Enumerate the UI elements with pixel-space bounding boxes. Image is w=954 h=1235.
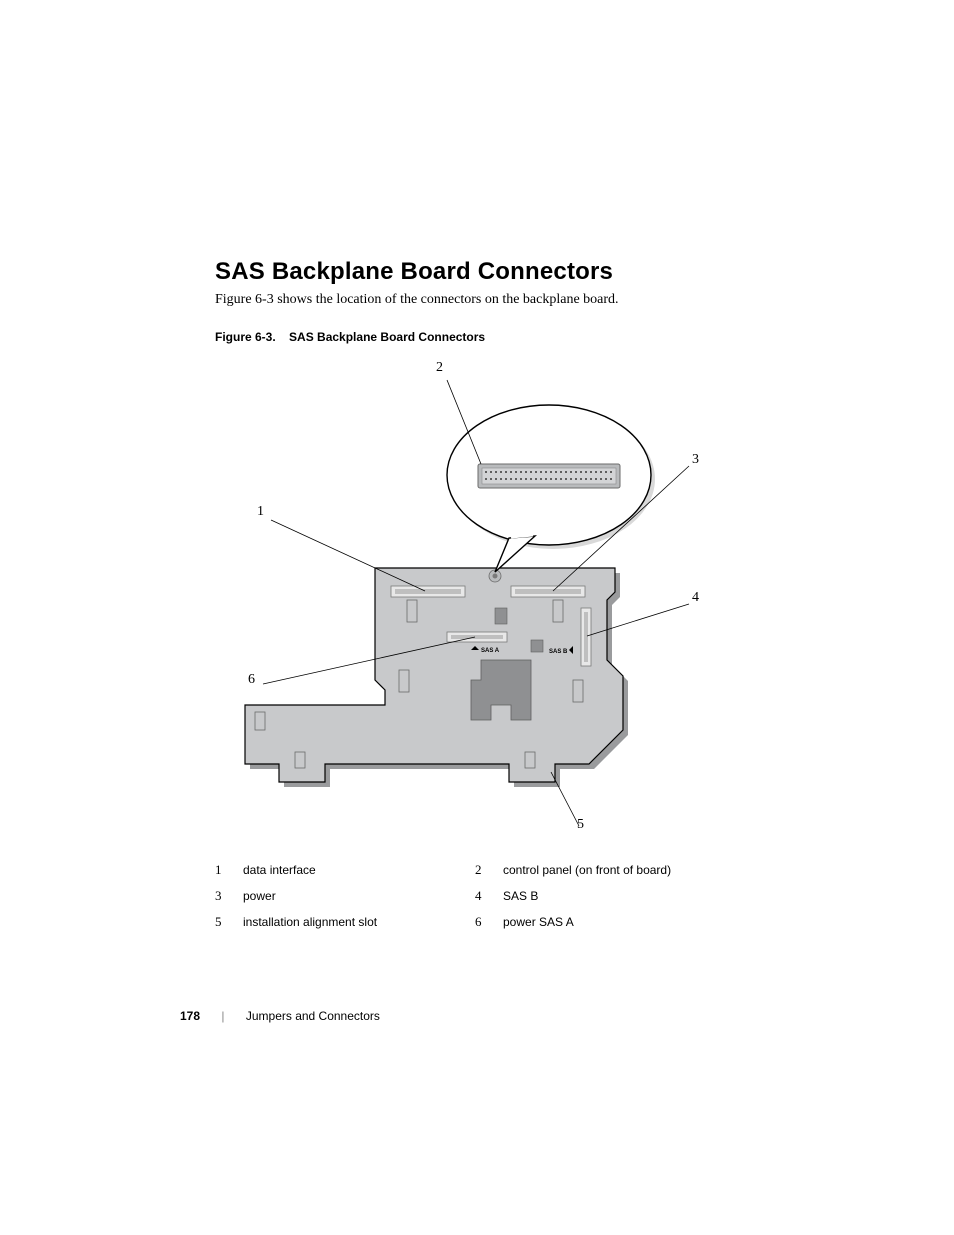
page-footer: 178 | Jumpers and Connectors [180, 1009, 380, 1023]
legend-num-1: 1 [215, 862, 243, 878]
figure-caption-text: SAS Backplane Board Connectors [289, 330, 485, 344]
legend-row: 5 installation alignment slot 6 power SA… [215, 914, 775, 930]
legend-label-4: SAS B [503, 889, 538, 903]
standoff-icon [525, 752, 535, 768]
legend-num-5: 5 [215, 914, 243, 930]
connector-sas-b [581, 608, 591, 666]
intro-paragraph: Figure 6-3 shows the location of the con… [215, 292, 775, 308]
legend-num-3: 3 [215, 888, 243, 904]
figure-caption: Figure 6-3. SAS Backplane Board Connecto… [215, 330, 775, 344]
figure-legend: 1 data interface 2 control panel (on fro… [215, 862, 775, 930]
diagram-svg: SAS A SAS B [175, 360, 795, 850]
figure-caption-prefix: Figure 6-3. [215, 330, 276, 344]
footer-separator: | [221, 1009, 224, 1023]
connector-sas-a [447, 632, 507, 642]
footer-section: Jumpers and Connectors [246, 1009, 380, 1023]
sas-b-label: SAS B [549, 649, 568, 655]
legend-label-3: power [243, 889, 276, 903]
connector-power [511, 586, 585, 597]
standoff-icon [295, 752, 305, 768]
legend-label-1: data interface [243, 863, 316, 877]
chip-icon [531, 640, 543, 652]
standoff-icon [573, 680, 583, 702]
content-area: SAS Backplane Board Connectors Figure 6-… [215, 258, 775, 940]
detail-bubble [447, 405, 655, 572]
page-number: 178 [180, 1009, 200, 1023]
legend-label-5: installation alignment slot [243, 915, 377, 929]
chip-icon [495, 608, 507, 624]
standoff-icon [399, 670, 409, 692]
sas-a-label: SAS A [481, 648, 500, 654]
legend-row: 1 data interface 2 control panel (on fro… [215, 862, 775, 878]
legend-num-6: 6 [475, 914, 503, 930]
board-body [245, 568, 623, 782]
document-page: SAS Backplane Board Connectors Figure 6-… [0, 0, 954, 1235]
legend-label-2: control panel (on front of board) [503, 863, 671, 877]
legend-label-6: power SAS A [503, 915, 574, 929]
connector-data-interface [391, 586, 465, 597]
standoff-icon [255, 712, 265, 730]
legend-row: 3 power 4 SAS B [215, 888, 775, 904]
section-title: SAS Backplane Board Connectors [215, 258, 775, 286]
standoff-icon [553, 600, 563, 622]
figure-diagram: 2 3 1 4 6 5 [215, 360, 775, 850]
legend-num-2: 2 [475, 862, 503, 878]
standoff-icon [407, 600, 417, 622]
legend-num-4: 4 [475, 888, 503, 904]
